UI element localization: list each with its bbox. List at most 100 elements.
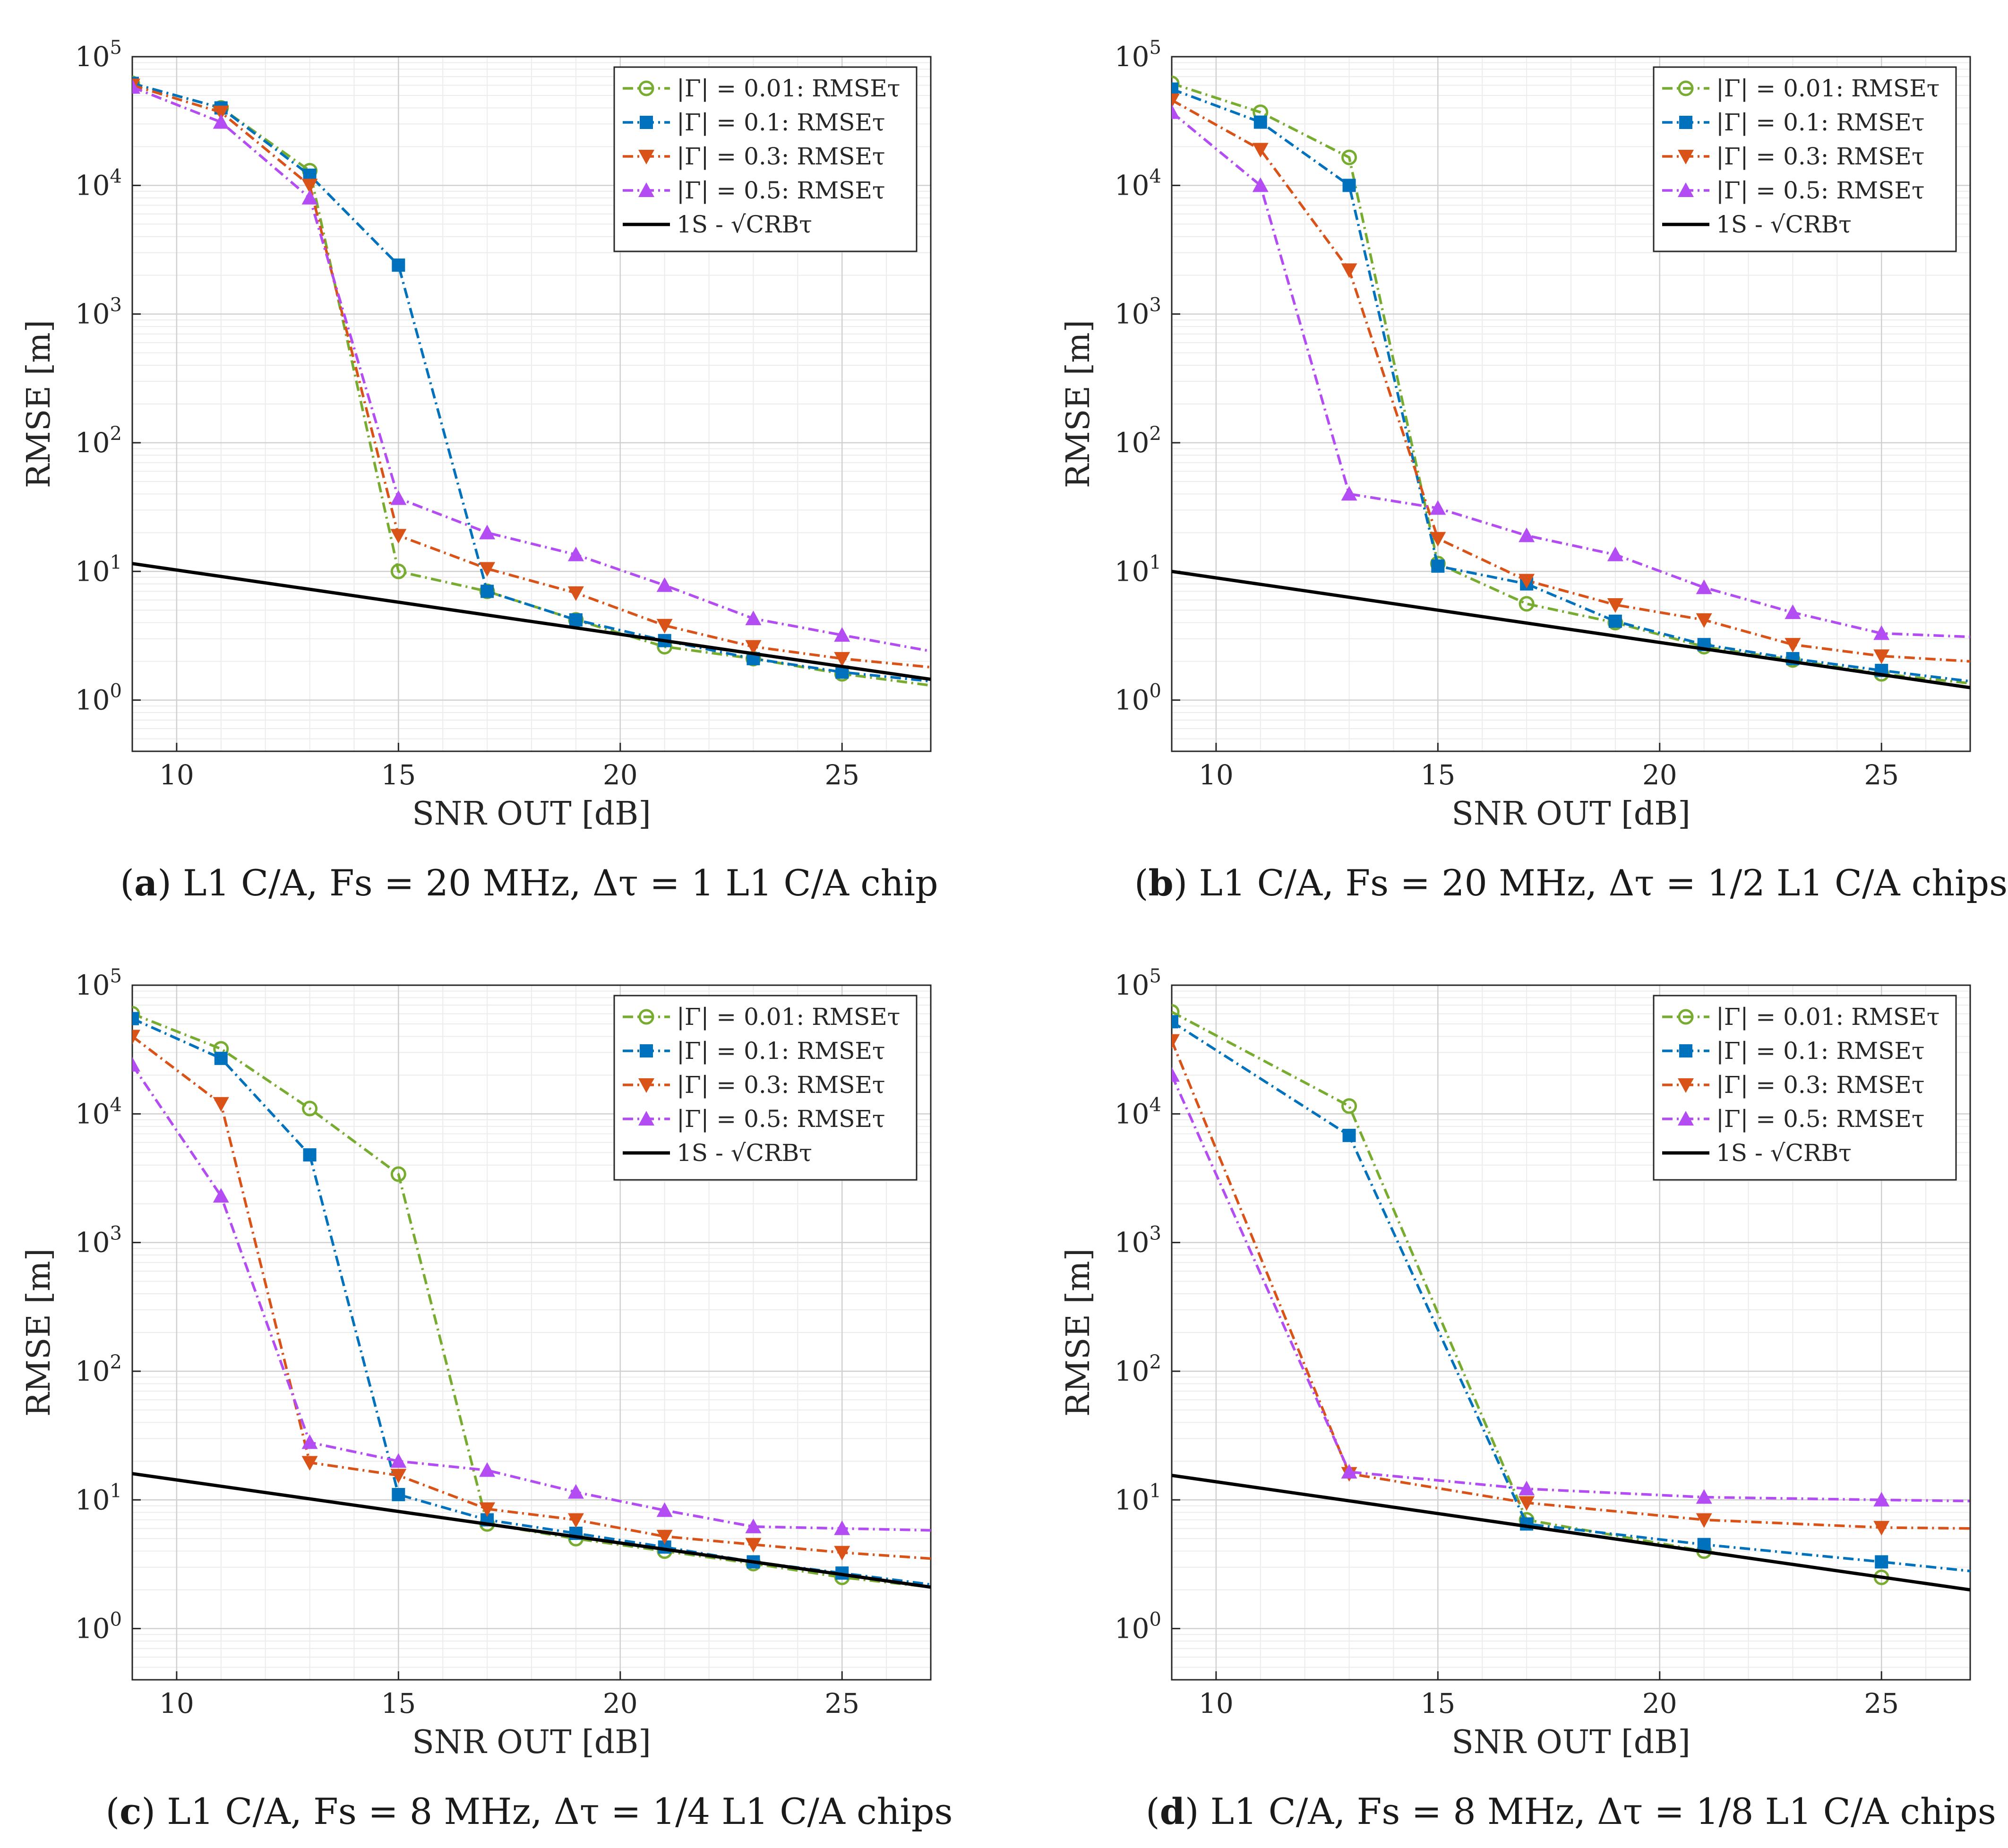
- legend-entry: |Γ| = 0.1: RMSEτ: [677, 1037, 885, 1065]
- y-tick-label: 103: [1115, 1223, 1161, 1259]
- caption-text: L1 C/A, Fs = 20 MHz, Δτ = 1 L1 C/A chip: [183, 862, 938, 904]
- y-tick-label: 105: [1115, 37, 1161, 73]
- legend-box: [613, 66, 918, 252]
- series-4: [132, 79, 931, 653]
- series-line: [1172, 1021, 1970, 1573]
- legend-marker: [1678, 1078, 1694, 1093]
- y-tick-exponent: 3: [110, 1223, 122, 1245]
- legend-entry: |Γ| = 0.5: RMSEτ: [1716, 177, 1925, 204]
- data-point: [1431, 559, 1445, 573]
- data-point: [301, 189, 318, 205]
- data-point: [656, 619, 673, 634]
- caption: (a) L1 C/A, Fs = 20 MHz, Δτ = 1 L1 C/A c…: [120, 862, 938, 904]
- axes-box: [131, 56, 932, 752]
- data-point: [745, 1518, 762, 1533]
- legend-entry: |Γ| = 0.1: RMSEτ: [1716, 1037, 1925, 1065]
- data-point: [745, 610, 762, 626]
- y-tick-exponent: 0: [110, 1609, 122, 1631]
- y-tick-label: 102: [75, 1351, 122, 1387]
- y-tick-exponent: 3: [1150, 1223, 1161, 1245]
- y-tick-label: 101: [75, 1480, 122, 1516]
- data-point: [1519, 596, 1535, 612]
- legend-entry: 1S - √CRBτ: [677, 1139, 812, 1167]
- legend-marker: [1678, 80, 1694, 96]
- series-line: [132, 1012, 931, 1589]
- legend-box: [1653, 66, 1957, 252]
- data-point: [834, 627, 850, 642]
- data-point: [1172, 104, 1180, 119]
- y-tick-exponent: 1: [110, 1480, 122, 1502]
- data-point: [1873, 1492, 1890, 1507]
- data-point: [1785, 604, 1801, 619]
- data-point: [392, 1488, 405, 1502]
- caption-paren: (: [1146, 1790, 1160, 1832]
- legend-marker: [640, 116, 653, 129]
- y-axis-label: RMSE [m]: [20, 1248, 58, 1417]
- series-4: [132, 1057, 931, 1535]
- axes-box: [131, 984, 932, 1681]
- legend-entry: |Γ| = 0.1: RMSEτ: [1716, 109, 1925, 136]
- y-tick-label: 105: [1115, 965, 1161, 1001]
- data-point: [303, 1148, 317, 1162]
- data-point: [569, 613, 583, 627]
- legend-entry: |Γ| = 0.5: RMSEτ: [1716, 1105, 1925, 1133]
- data-point: [1252, 177, 1269, 192]
- data-point: [132, 1057, 140, 1072]
- y-tick-exponent: 0: [110, 680, 122, 702]
- series-line: [1172, 99, 1970, 663]
- y-tick-label: 104: [1115, 1094, 1161, 1130]
- y-tick-label: 103: [1115, 294, 1161, 330]
- y-tick-exponent: 4: [1150, 165, 1161, 187]
- y-tick-label: 103: [75, 294, 122, 330]
- legend-marker: [1678, 150, 1694, 164]
- data-point: [1696, 1513, 1712, 1528]
- data-point: [213, 1188, 229, 1203]
- caption-label: b: [1149, 862, 1174, 904]
- y-tick-label: 103: [75, 1223, 122, 1259]
- y-tick-exponent: 0: [1150, 680, 1161, 702]
- y-tick-exponent: 2: [1150, 423, 1161, 445]
- x-tick-label: 20: [1642, 759, 1677, 791]
- y-tick-label: 104: [1115, 165, 1161, 201]
- y-tick-label: 100: [75, 680, 122, 716]
- series-line: [132, 1472, 931, 1589]
- data-point: [567, 546, 584, 561]
- x-tick-label: 15: [381, 759, 416, 791]
- series-line: [132, 86, 931, 653]
- legend-entry: 1S - √CRBτ: [677, 211, 812, 238]
- data-point: [1875, 1555, 1888, 1569]
- y-tick-exponent: 4: [110, 165, 122, 187]
- caption-paren: (: [1134, 862, 1149, 904]
- series-3: [1172, 93, 1970, 664]
- data-point: [132, 1030, 140, 1045]
- x-tick-label: 20: [603, 759, 638, 791]
- data-point: [213, 105, 229, 120]
- x-tick-label: 10: [159, 1687, 194, 1719]
- data-point: [656, 1502, 673, 1517]
- x-axis-label: SNR OUT [dB]: [412, 795, 651, 833]
- caption: (d) L1 C/A, Fs = 8 MHz, Δτ = 1/8 L1 C/A …: [1146, 1790, 1996, 1832]
- y-tick-label: 105: [75, 37, 122, 73]
- caption-paren: ): [141, 1790, 167, 1832]
- data-point: [479, 1502, 496, 1517]
- caption-text: L1 C/A, Fs = 8 MHz, Δτ = 1/8 L1 C/A chip…: [1210, 1790, 1996, 1832]
- data-point: [1172, 1067, 1180, 1082]
- data-point: [213, 1097, 229, 1112]
- data-point: [390, 490, 407, 505]
- x-tick-label: 25: [1864, 759, 1899, 791]
- series-line: [1172, 1040, 1970, 1530]
- series-line: [1172, 569, 1970, 689]
- data-point: [1519, 1480, 1535, 1496]
- data-point: [1342, 1128, 1356, 1142]
- legend-box: [1653, 995, 1957, 1181]
- caption-paren: ): [157, 862, 183, 904]
- legend-entry: |Γ| = 0.3: RMSEτ: [677, 143, 885, 170]
- legend-entry: |Γ| = 0.5: RMSEτ: [677, 1105, 885, 1133]
- x-tick-label: 25: [824, 759, 859, 791]
- x-tick-label: 15: [1420, 759, 1455, 791]
- legend-marker: [638, 182, 654, 197]
- legend-marker: [638, 1078, 654, 1093]
- y-tick-exponent: 2: [1150, 1351, 1161, 1373]
- caption: (c) L1 C/A, Fs = 8 MHz, Δτ = 1/4 L1 C/A …: [105, 1790, 953, 1832]
